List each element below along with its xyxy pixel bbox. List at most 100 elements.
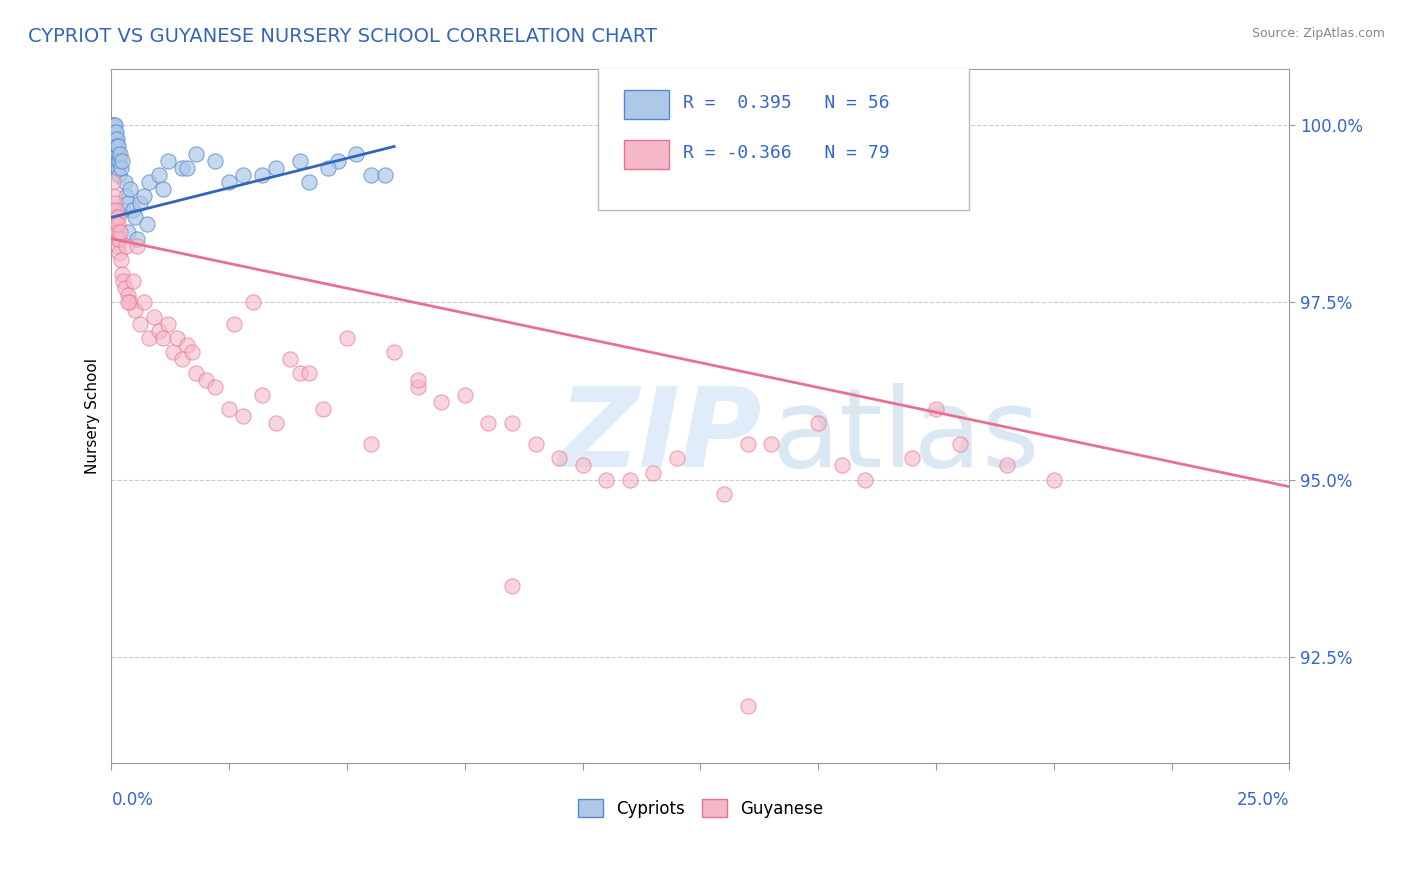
Point	[104, 196, 127, 211]
Point	[108, 168, 131, 182]
Point	[995, 458, 1018, 473]
Point	[501, 416, 523, 430]
Point	[107, 238, 129, 252]
Point	[104, 146, 127, 161]
Point	[312, 401, 335, 416]
Point	[172, 161, 194, 175]
Point	[105, 125, 128, 139]
Point	[134, 189, 156, 203]
Point	[117, 196, 139, 211]
Point	[104, 118, 127, 132]
Point	[104, 218, 127, 232]
Point	[232, 168, 254, 182]
FancyBboxPatch shape	[624, 90, 669, 120]
Point	[643, 466, 665, 480]
Point	[108, 225, 131, 239]
Point	[250, 387, 273, 401]
Point	[156, 153, 179, 168]
Point	[111, 153, 134, 168]
Point	[831, 458, 853, 473]
Point	[298, 366, 321, 380]
Point	[114, 281, 136, 295]
Point	[176, 338, 198, 352]
Point	[156, 317, 179, 331]
Point	[336, 331, 359, 345]
Point	[925, 401, 948, 416]
Point	[360, 437, 382, 451]
Point	[104, 211, 127, 225]
Point	[406, 380, 429, 394]
Point	[105, 153, 128, 168]
Point	[949, 437, 972, 451]
Point	[326, 153, 349, 168]
Point	[128, 317, 150, 331]
Point	[107, 218, 129, 232]
Point	[103, 118, 125, 132]
Point	[105, 225, 128, 239]
Point	[266, 161, 288, 175]
Point	[595, 473, 617, 487]
Point	[105, 146, 128, 161]
Point	[374, 168, 396, 182]
Point	[112, 203, 135, 218]
Point	[266, 416, 288, 430]
Point	[218, 175, 240, 189]
Point	[105, 132, 128, 146]
Point	[107, 211, 129, 225]
Point	[114, 175, 136, 189]
Point	[105, 139, 128, 153]
Point	[121, 274, 143, 288]
Point	[218, 401, 240, 416]
Point	[103, 132, 125, 146]
Point	[120, 182, 142, 196]
Point	[103, 125, 125, 139]
Point	[104, 132, 127, 146]
Point	[104, 139, 127, 153]
Point	[124, 211, 146, 225]
Point	[176, 161, 198, 175]
Point	[107, 161, 129, 175]
Point	[114, 189, 136, 203]
Point	[142, 310, 165, 324]
Point	[186, 366, 208, 380]
Point	[128, 196, 150, 211]
Point	[120, 295, 142, 310]
Point	[194, 373, 217, 387]
Point	[135, 218, 157, 232]
Point	[107, 153, 129, 168]
Text: CYPRIOT VS GUYANESE NURSERY SCHOOL CORRELATION CHART: CYPRIOT VS GUYANESE NURSERY SCHOOL CORRE…	[28, 27, 657, 45]
Point	[114, 238, 136, 252]
Point	[152, 182, 174, 196]
Point	[112, 274, 135, 288]
Point	[619, 473, 641, 487]
Point	[901, 451, 924, 466]
Point	[737, 437, 759, 451]
Point	[298, 175, 321, 189]
Point	[101, 132, 124, 146]
Point	[186, 146, 208, 161]
Point	[477, 416, 499, 430]
Point	[242, 295, 264, 310]
Point	[103, 189, 125, 203]
Point	[713, 487, 735, 501]
Point	[172, 352, 194, 367]
Point	[430, 394, 453, 409]
Point	[180, 345, 202, 359]
Point	[665, 451, 688, 466]
Point	[737, 699, 759, 714]
Point	[105, 232, 128, 246]
Point	[288, 153, 311, 168]
Text: 0.0%: 0.0%	[111, 791, 153, 809]
Point	[152, 331, 174, 345]
Point	[346, 146, 368, 161]
Point	[108, 153, 131, 168]
Point	[110, 161, 132, 175]
FancyBboxPatch shape	[598, 65, 969, 211]
Point	[204, 153, 226, 168]
Point	[108, 146, 131, 161]
Point	[138, 175, 160, 189]
Point	[104, 125, 127, 139]
Point	[107, 139, 129, 153]
Point	[204, 380, 226, 394]
Point	[117, 295, 139, 310]
